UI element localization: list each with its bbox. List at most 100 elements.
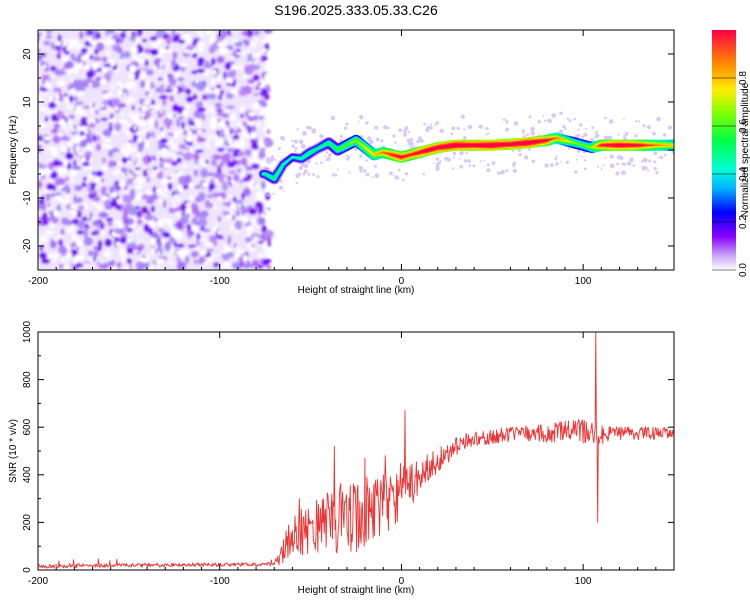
track-halo bbox=[581, 135, 584, 139]
track-halo bbox=[462, 136, 467, 140]
track-halo bbox=[609, 154, 614, 159]
track-halo bbox=[274, 159, 277, 161]
noise-speckle bbox=[145, 106, 150, 111]
noise-speckle bbox=[218, 137, 225, 145]
noise-speckle bbox=[229, 56, 235, 60]
noise-speckle bbox=[168, 48, 173, 51]
track-halo bbox=[485, 127, 489, 131]
noise-speckle bbox=[63, 93, 68, 97]
noise-speckle bbox=[150, 99, 155, 106]
noise-speckle bbox=[260, 107, 263, 112]
noise-speckle bbox=[255, 197, 263, 201]
noise-speckle bbox=[43, 40, 51, 46]
track-halo bbox=[434, 124, 437, 127]
noise-speckle bbox=[195, 80, 198, 84]
colorbar-axis: 0.0 0.2 0.4 0.6 0.8 bbox=[712, 71, 749, 277]
noise-speckle bbox=[168, 237, 176, 244]
noise-speckle bbox=[209, 89, 217, 94]
noise-speckle bbox=[266, 264, 272, 269]
noise-speckle bbox=[68, 95, 74, 103]
noise-speckle bbox=[257, 217, 266, 225]
noise-speckle bbox=[38, 180, 43, 189]
noise-speckle bbox=[134, 206, 141, 210]
track-halo bbox=[526, 133, 529, 136]
noise-speckle bbox=[255, 201, 263, 209]
noise-speckle bbox=[111, 35, 119, 40]
noise-speckle bbox=[126, 258, 132, 264]
noise-speckle bbox=[143, 142, 150, 149]
track-halo bbox=[389, 171, 393, 176]
noise-speckle bbox=[245, 165, 254, 171]
noise-speckle bbox=[102, 110, 106, 114]
x-tick-label: -100 bbox=[210, 276, 230, 287]
noise-speckle bbox=[38, 96, 43, 104]
noise-speckle bbox=[144, 82, 151, 91]
noise-speckle bbox=[223, 71, 227, 80]
noise-speckle bbox=[129, 81, 136, 87]
track-halo bbox=[600, 168, 603, 171]
noise-speckle bbox=[151, 231, 159, 239]
noise-speckle bbox=[170, 249, 175, 254]
noise-speckle bbox=[151, 131, 155, 139]
x-tick-label: 0 bbox=[399, 576, 405, 587]
noise-speckle bbox=[144, 91, 150, 96]
noise-speckle bbox=[102, 56, 108, 63]
noise-speckle bbox=[139, 228, 143, 231]
track-halo bbox=[435, 166, 440, 172]
noise-speckle bbox=[131, 105, 135, 110]
noise-speckle bbox=[139, 58, 146, 65]
noise-speckle bbox=[173, 241, 178, 248]
noise-speckle bbox=[181, 164, 188, 167]
noise-speckle bbox=[45, 89, 48, 98]
noise-speckle bbox=[260, 180, 266, 190]
noise-speckle bbox=[56, 110, 64, 120]
noise-speckle bbox=[254, 144, 259, 150]
noise-speckle bbox=[228, 195, 233, 199]
noise-speckle bbox=[218, 120, 226, 128]
noise-speckle bbox=[201, 243, 207, 247]
noise-speckle bbox=[267, 239, 271, 247]
track-halo bbox=[518, 152, 522, 157]
track-halo bbox=[653, 151, 658, 156]
noise-speckle bbox=[84, 112, 88, 118]
noise-speckle bbox=[94, 109, 99, 115]
noise-speckle bbox=[171, 225, 175, 229]
track-halo bbox=[463, 159, 468, 163]
track-halo bbox=[568, 119, 572, 123]
noise-speckle bbox=[148, 220, 155, 228]
noise-speckle bbox=[45, 230, 53, 234]
track-halo bbox=[635, 120, 638, 123]
track-halo bbox=[616, 162, 619, 166]
noise-speckle bbox=[98, 219, 102, 223]
noise-speckle bbox=[206, 194, 214, 198]
y-tick-label: 20 bbox=[22, 48, 33, 60]
noise-speckle bbox=[148, 92, 153, 97]
noise-speckle bbox=[205, 30, 212, 35]
noise-speckle bbox=[139, 71, 146, 79]
y-tick-label: 400 bbox=[22, 466, 33, 483]
spectrogram-x-axis: -200 -100 0 100 bbox=[28, 30, 657, 287]
noise-speckle bbox=[67, 142, 73, 148]
noise-speckle bbox=[196, 135, 202, 143]
noise-speckle bbox=[85, 150, 92, 158]
noise-speckle bbox=[89, 50, 95, 54]
track-halo bbox=[404, 172, 409, 176]
noise-speckle bbox=[77, 152, 83, 156]
track-halo bbox=[393, 174, 395, 177]
track-halo bbox=[407, 130, 410, 134]
track-halo bbox=[422, 172, 425, 176]
noise-speckle bbox=[145, 131, 151, 140]
noise-speckle bbox=[49, 75, 56, 78]
y-tick-label: 800 bbox=[22, 371, 33, 388]
noise-speckle bbox=[145, 128, 149, 132]
noise-speckle bbox=[141, 106, 147, 113]
noise-speckle bbox=[42, 63, 47, 69]
noise-speckle bbox=[253, 93, 259, 96]
noise-speckle bbox=[142, 38, 148, 43]
noise-speckle bbox=[183, 174, 192, 184]
noise-speckle bbox=[124, 220, 128, 224]
noise-speckle bbox=[79, 130, 85, 137]
noise-speckle bbox=[121, 156, 128, 164]
track-halo bbox=[407, 143, 410, 146]
noise-speckle bbox=[164, 241, 172, 252]
